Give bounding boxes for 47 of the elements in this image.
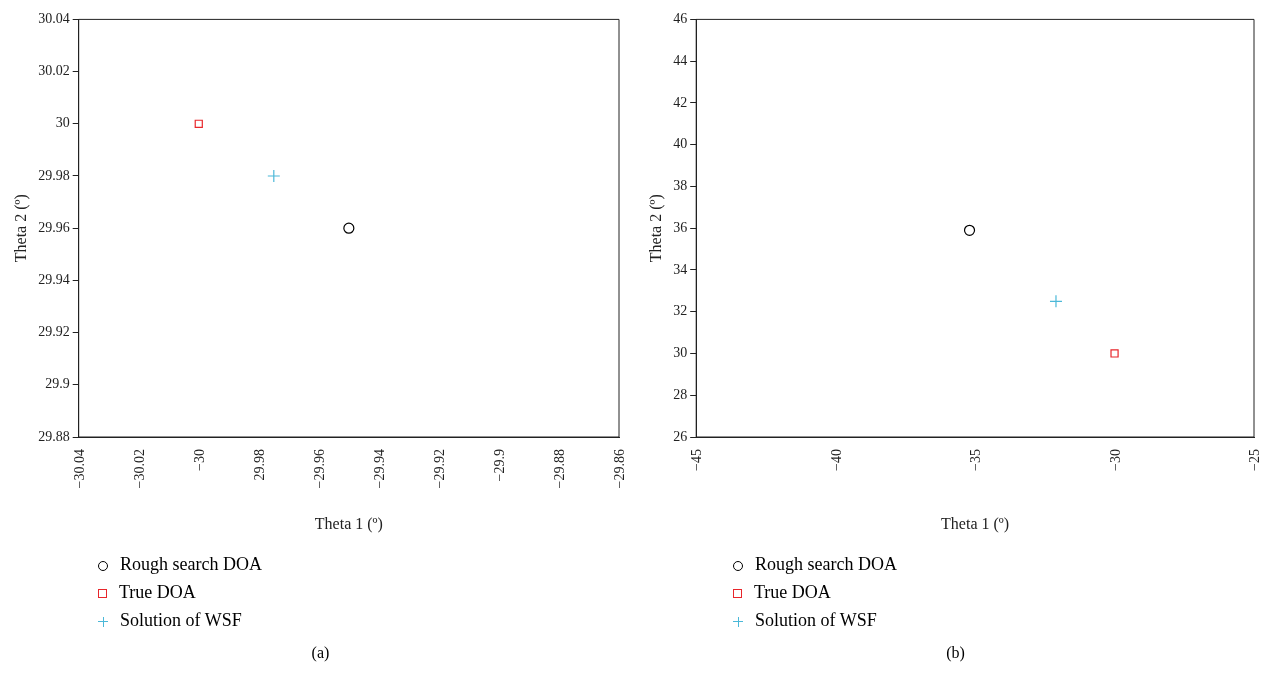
- x-axis-title: Theta 1 (º): [314, 515, 383, 533]
- y-tick-label: 44: [673, 52, 688, 68]
- y-axis-title: Theta 2 (º): [11, 194, 30, 263]
- y-tick-label: 29.88: [38, 428, 70, 444]
- y-tick-label: 32: [673, 303, 688, 319]
- y-tick-label: 42: [673, 94, 688, 110]
- x-tick-label: −40: [828, 449, 844, 471]
- y-tick-label: 38: [673, 178, 688, 194]
- legend-label: Rough search DOA: [120, 554, 262, 574]
- x-tick-label: −30.04: [71, 449, 87, 489]
- legend-label: Solution of WSF: [120, 610, 242, 630]
- y-tick-label: 29.98: [38, 167, 70, 183]
- y-tick-label: 29.94: [38, 272, 70, 288]
- y-tick-label: 34: [673, 261, 688, 277]
- y-tick-label: 26: [673, 428, 688, 444]
- y-tick-label: 30: [55, 115, 70, 131]
- y-tick-label: 30: [673, 345, 688, 361]
- x-tick-label: −30: [1107, 449, 1123, 471]
- text: (a): [310, 644, 331, 662]
- y-tick-label: 28: [673, 386, 688, 402]
- x-tick-label: −30: [191, 449, 207, 471]
- x-tick-label: −29.88: [551, 449, 567, 489]
- x-tick-label: −29.94: [371, 449, 387, 489]
- y-tick-label: 46: [673, 11, 688, 27]
- y-tick-label: 30.04: [38, 11, 70, 27]
- y-tick-label: 30.02: [38, 63, 70, 79]
- x-tick-label: −30.02: [131, 449, 147, 489]
- x-tick-label: −45: [689, 449, 705, 471]
- legend-label: True DOA: [119, 582, 196, 602]
- x-tick-label: −29.96: [311, 449, 327, 489]
- x-axis-title: Theta 1 (º): [941, 515, 1010, 533]
- y-axis-title: Theta 2 (º): [646, 194, 665, 263]
- x-tick-label: 29.98: [251, 449, 267, 481]
- legend-label: Solution of WSF: [755, 610, 877, 630]
- legend-label: True DOA: [754, 582, 831, 602]
- y-tick-label: 29.9: [45, 376, 70, 392]
- text: (b): [945, 644, 966, 662]
- x-tick-label: −29.86: [612, 449, 627, 489]
- y-tick-label: 36: [673, 219, 688, 235]
- legend-label: Rough search DOA: [755, 554, 897, 574]
- x-tick-label: −25: [1247, 449, 1262, 471]
- y-tick-label: 29.96: [38, 219, 70, 235]
- x-tick-label: −29.92: [431, 449, 447, 489]
- y-tick-label: 29.92: [38, 324, 70, 340]
- x-tick-label: −29.9: [491, 449, 507, 482]
- x-tick-label: −35: [968, 449, 984, 471]
- y-tick-label: 40: [673, 136, 688, 152]
